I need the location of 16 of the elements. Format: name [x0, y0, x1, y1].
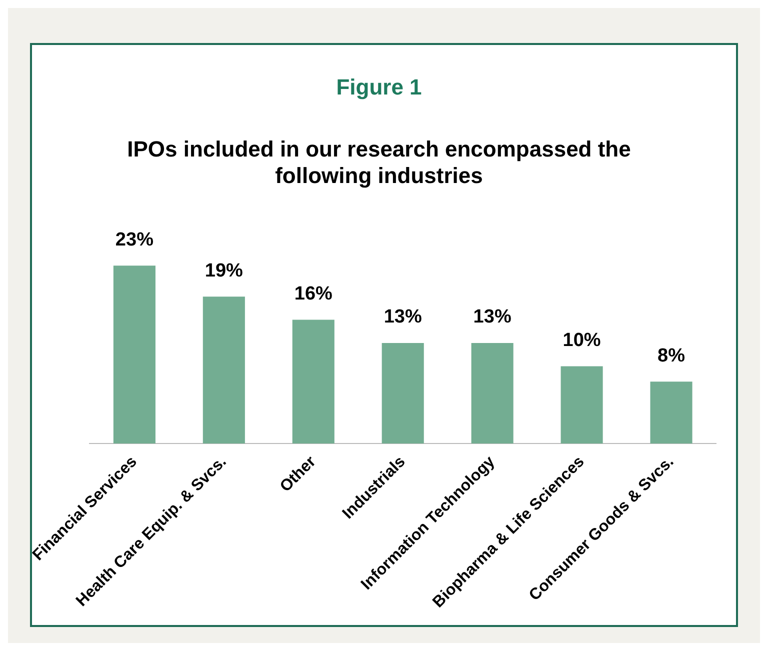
data-label: 23% [115, 229, 154, 250]
bar [471, 343, 514, 444]
bar [202, 296, 245, 444]
bar [650, 382, 692, 444]
bar [560, 366, 603, 444]
bar [113, 266, 156, 444]
chart-title: Figure 1 [336, 74, 422, 100]
data-label: 13% [473, 306, 512, 328]
data-label: 13% [384, 306, 422, 328]
chart-subtitle: IPOs included in our research encompassed the following industries [127, 136, 631, 188]
data-label: 8% [658, 345, 686, 366]
data-label: 10% [562, 330, 601, 351]
bar [382, 343, 424, 444]
data-label: 16% [294, 284, 333, 305]
bar [292, 320, 334, 444]
data-label: 19% [204, 260, 244, 282]
